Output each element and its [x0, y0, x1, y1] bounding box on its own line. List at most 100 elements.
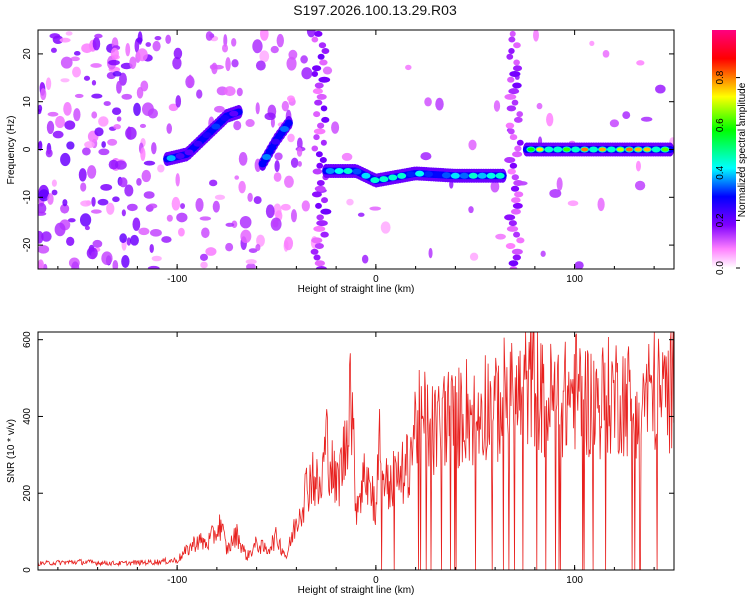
spectrogram-noise-cell: [55, 115, 65, 129]
spectrogram-band-cell: [315, 151, 323, 158]
spectrogram-noise-cell: [51, 189, 58, 196]
spectrogram-band-cell: [316, 179, 325, 186]
spectrogram-noise-cell: [66, 236, 75, 247]
spectrogram-noise-cell: [259, 30, 269, 41]
spectrogram-ridge-peak: [477, 172, 487, 179]
spectrogram-noise-cell: [118, 72, 127, 86]
spectrogram-band-cell: [512, 82, 522, 89]
spectrogram-noise-cell: [635, 160, 641, 172]
spectrogram-band-cell: [508, 260, 519, 267]
spectrogram-noise-cell: [252, 39, 263, 54]
spectrogram-noise-cell: [147, 203, 158, 209]
spectrogram-noise-cell: [90, 63, 102, 68]
spectrogram-noise-cell: [149, 229, 162, 237]
spectrogram-band-cell: [508, 48, 515, 55]
spectrogram-noise-cell: [276, 33, 284, 48]
spectrogram-noise-cell: [286, 56, 297, 71]
spectrogram-noise-cell: [640, 116, 653, 122]
spectrogram-noise-cell: [655, 84, 666, 94]
spectrogram-noise-cell: [205, 247, 217, 256]
spectrogram-band-cell: [320, 208, 332, 215]
spectrogram-noise-cell: [255, 244, 261, 251]
spectrogram-noise-cell: [567, 200, 579, 207]
spectrogram-noise-cell: [62, 199, 68, 207]
spectrogram-noise-cell: [38, 140, 43, 151]
snr-y-tick-label: 200: [22, 484, 33, 501]
spectrogram-band-cell: [314, 243, 324, 250]
spectrogram-noise-cell: [540, 250, 546, 257]
spectrogram-ridge-peak: [211, 123, 221, 130]
spectrogram-noise-cell: [322, 66, 333, 75]
spectrogram-noise-cell: [65, 31, 73, 36]
spectrogram-noise-cell: [287, 95, 295, 102]
spectrogram-x-tick-label: 0: [373, 274, 379, 285]
spectrogram-band-cell: [508, 36, 516, 43]
spectrogram-band-cell: [313, 225, 326, 232]
spectrogram-ridge-peak: [553, 146, 563, 153]
spectrogram-ridge-peak-hot: [581, 147, 589, 152]
spectrogram-band-cell: [316, 220, 328, 227]
spectrogram-noise-cell: [143, 191, 155, 199]
spectrogram-band-cell: [319, 157, 327, 164]
spectrogram-noise-cell: [38, 259, 44, 269]
spectrogram-noise-cell: [247, 192, 253, 203]
spectrogram-band-cell: [316, 162, 324, 169]
spectrogram-ridge-peak: [544, 146, 554, 153]
spectrogram-noise-cell: [187, 74, 193, 89]
spectrogram-band-cell: [512, 254, 522, 261]
spectrogram-noise-cell: [38, 211, 47, 216]
spectrogram-band-cell: [509, 134, 518, 141]
spectrogram-noise-cell: [101, 141, 106, 148]
spectrogram-ridge-peak-hot: [527, 147, 535, 152]
spectrogram-band-cell: [313, 134, 320, 141]
spectrogram-noise-cell: [495, 233, 506, 240]
spectrogram-noise-cell: [107, 138, 118, 146]
spectrogram-noise-cell: [140, 80, 149, 92]
spectrogram-ridge-peak: [406, 171, 416, 178]
spectrogram-noise-cell: [223, 34, 228, 47]
spectrogram-noise-cell: [38, 104, 43, 113]
spectrogram-ridge-peak: [352, 168, 362, 175]
spectrogram-noise-cell: [549, 188, 562, 198]
spectrogram-noise-cell: [240, 229, 252, 244]
spectrogram-x-label: Height of straight line (km): [298, 284, 415, 295]
snr-y-tick-label: 600: [22, 331, 33, 348]
snr-x-tick-label: 100: [566, 575, 583, 586]
spectrogram-band-cell: [514, 145, 522, 152]
spectrogram-noise-cell: [435, 97, 444, 111]
spectrogram-noise-cell: [287, 133, 295, 143]
spectrogram-noise-cell: [71, 261, 80, 269]
spectrogram-noise-cell: [87, 165, 97, 179]
spectrogram-band-cell: [516, 237, 525, 244]
spectrogram-noise-cell: [78, 168, 87, 182]
spectrogram-y-tick-label: 0: [22, 146, 33, 152]
spectrogram-noise-cell: [236, 87, 243, 97]
spectrogram-noise-cell: [259, 50, 270, 63]
spectrogram-band-cell: [511, 248, 523, 255]
spectrogram-noise-cell: [116, 116, 122, 122]
spectrogram-ridge-peak: [468, 172, 478, 179]
spectrogram-noise-cell: [45, 148, 53, 158]
spectrogram-band-cell: [509, 162, 518, 169]
spectrogram-band-cell: [511, 197, 521, 204]
spectrogram-band-cell: [314, 185, 326, 192]
spectrogram-band-cell: [513, 42, 521, 49]
spectrogram-band-cell: [311, 237, 323, 244]
spectrogram-ridge-peak: [424, 171, 434, 178]
spectrogram-ridge-peak-hot: [616, 147, 624, 152]
spectrogram-band-cell: [505, 243, 516, 250]
spectrogram-noise-cell: [341, 152, 353, 161]
spectrogram-noise-cell: [138, 227, 150, 236]
spectrogram-noise-cell: [100, 184, 113, 191]
spectrogram-noise-cell: [98, 148, 110, 156]
spectrogram-noise-cell: [270, 45, 279, 54]
spectrogram-noise-cell: [196, 89, 203, 99]
spectrogram-noise-cell: [201, 227, 210, 239]
colorbar-ticks: 0.0 0.2 0.4 0.6 0.8: [715, 70, 740, 275]
spectrogram-noise-cell: [141, 169, 152, 183]
spectrogram-band-cell: [510, 208, 521, 215]
spectrogram-noise-cell: [79, 213, 92, 227]
spectrogram-band-cell: [509, 30, 516, 37]
spectrogram-ridge-core: [284, 119, 293, 127]
spectrogram-noise-cell: [245, 119, 255, 127]
